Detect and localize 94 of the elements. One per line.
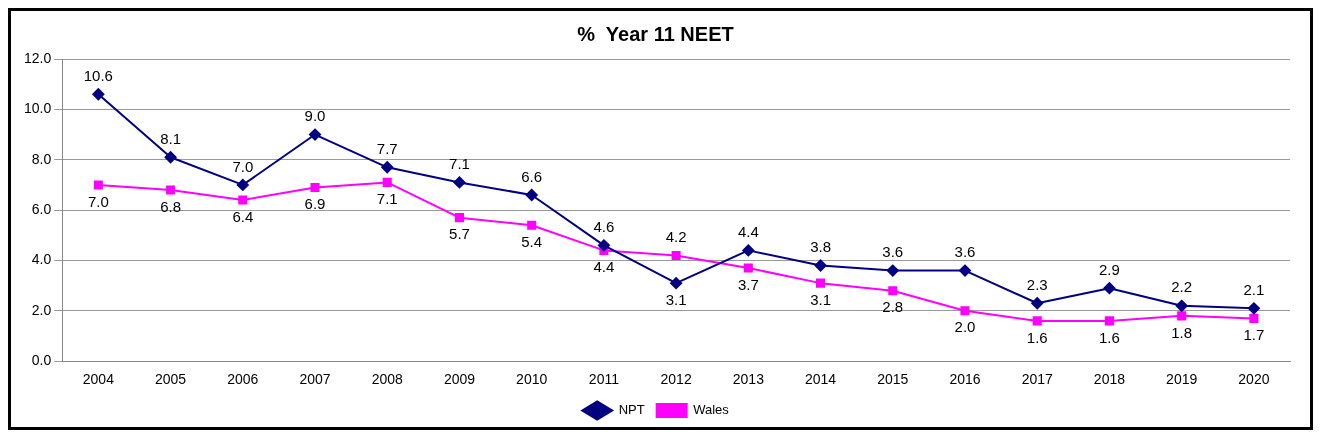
point	[743, 263, 753, 273]
point	[1104, 316, 1114, 326]
x-tick-label: 2018	[1093, 371, 1126, 388]
y-tick-label: 2.0	[31, 301, 52, 318]
point	[310, 182, 320, 192]
y-tick-label: 10.0	[24, 100, 52, 117]
x-tick-label: 2009	[443, 371, 476, 388]
point	[525, 188, 538, 201]
point	[381, 161, 394, 174]
point	[164, 151, 177, 164]
data-label: 8.1	[160, 129, 182, 147]
point	[1249, 313, 1259, 323]
point	[814, 259, 827, 272]
data-label: 2.0	[954, 318, 976, 336]
data-label: 3.7	[737, 275, 759, 293]
point	[1031, 297, 1044, 310]
x-tick-label: 2013	[732, 371, 765, 388]
x-tick-label: 2010	[516, 371, 548, 388]
y-tick-label: 6.0	[31, 200, 52, 217]
data-label: 1.6	[1099, 328, 1120, 346]
data-label: 3.6	[954, 243, 976, 261]
data-label: 2.1	[1243, 280, 1265, 298]
data-label: 7.0	[87, 192, 109, 210]
point	[93, 180, 103, 190]
data-label: 7.1	[376, 190, 398, 208]
data-label: 2.3	[1026, 275, 1048, 293]
point	[960, 306, 970, 316]
chart-title: % Year 11 NEET	[577, 22, 734, 45]
y-tick-label: 8.0	[31, 150, 52, 167]
x-tick-label: 2015	[877, 371, 909, 388]
data-label: 4.4	[737, 223, 759, 241]
point	[1032, 316, 1042, 326]
x-tick-label: 2016	[949, 371, 981, 388]
y-tick-label: 4.0	[31, 251, 52, 268]
point	[816, 278, 826, 288]
point	[888, 286, 898, 296]
point	[382, 177, 392, 187]
point	[959, 264, 972, 277]
x-tick-label: 2006	[227, 371, 259, 388]
x-tick-label: 2020	[1238, 371, 1270, 388]
x-tick-label: 2019	[1166, 371, 1198, 388]
data-label: 1.6	[1026, 328, 1048, 346]
data-label: 2.9	[1099, 260, 1120, 278]
point	[1175, 299, 1188, 312]
data-label: 6.4	[232, 207, 254, 225]
data-label: 6.9	[304, 195, 326, 213]
data-label: 3.8	[810, 238, 831, 256]
data-label: 7.0	[232, 157, 254, 175]
data-label: 10.6	[83, 66, 113, 84]
data-label: 4.4	[593, 258, 615, 276]
x-tick-label: 2014	[804, 371, 837, 388]
point	[886, 264, 899, 277]
data-label: 5.7	[449, 225, 470, 243]
data-label: 3.1	[810, 290, 831, 308]
data-label: 9.0	[304, 107, 326, 125]
data-label: 1.7	[1243, 326, 1265, 344]
point	[671, 250, 681, 260]
point	[238, 195, 248, 205]
data-label: 7.1	[449, 155, 470, 173]
point	[527, 220, 537, 230]
data-label: 2.8	[882, 298, 904, 316]
data-label: 6.8	[160, 197, 182, 215]
data-label: 6.6	[521, 167, 543, 185]
point	[597, 239, 610, 252]
point	[742, 244, 755, 257]
point	[670, 277, 683, 290]
x-tick-label: 2012	[660, 371, 692, 388]
x-tick-label: 2007	[299, 371, 331, 388]
y-tick-label: 12.0	[24, 49, 52, 66]
point	[166, 185, 176, 195]
point	[1103, 282, 1116, 295]
x-tick-label: 2008	[371, 371, 404, 388]
x-tick-label: 2005	[155, 371, 187, 388]
legend-label: Wales	[693, 402, 730, 418]
point	[1177, 311, 1187, 321]
data-label: 4.6	[593, 218, 615, 235]
x-tick-label: 2011	[588, 371, 620, 388]
data-label: 2.2	[1171, 278, 1193, 296]
point	[453, 176, 466, 189]
data-label: 3.1	[665, 290, 687, 308]
data-label: 4.2	[665, 228, 687, 246]
legend-label: NPT	[618, 402, 645, 418]
data-label: 1.8	[1171, 323, 1193, 341]
data-label: 7.7	[376, 139, 398, 157]
data-label: 3.6	[882, 243, 904, 261]
point	[236, 178, 249, 191]
x-tick-label: 2017	[1021, 371, 1054, 388]
x-tick-label: 2004	[82, 371, 115, 388]
data-label: 5.4	[521, 232, 543, 250]
point	[1247, 302, 1260, 315]
point	[454, 213, 464, 223]
point	[309, 128, 322, 141]
y-tick-label: 0.0	[31, 352, 52, 369]
point	[92, 88, 105, 101]
